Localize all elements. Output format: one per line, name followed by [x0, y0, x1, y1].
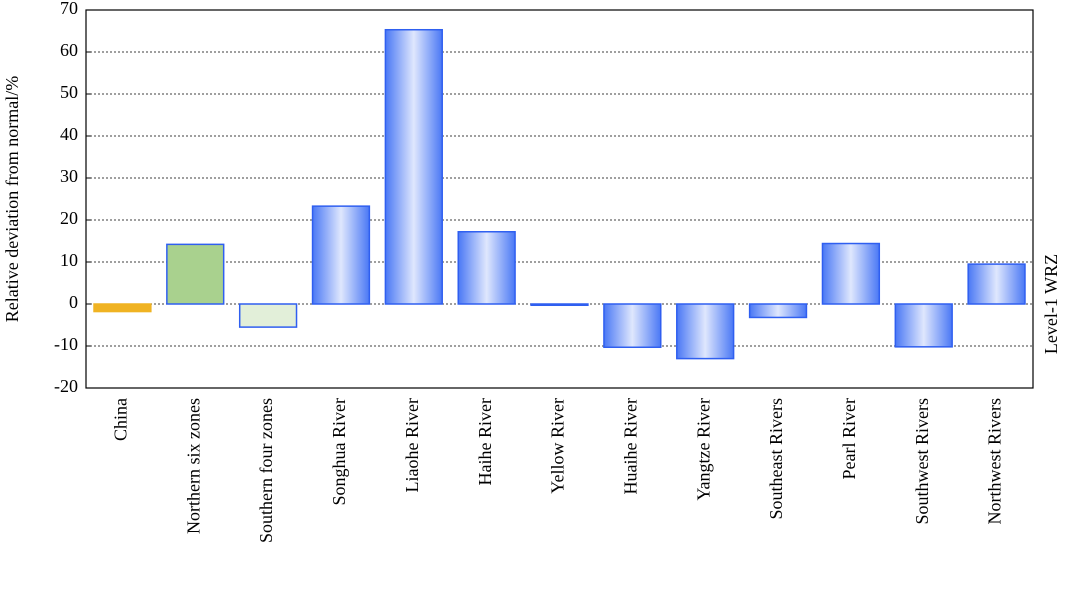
- y-tick-label: 10: [60, 250, 78, 270]
- bar: [530, 303, 589, 307]
- y-tick-label: 60: [60, 40, 78, 60]
- bar: [311, 205, 371, 305]
- bar: [93, 303, 152, 313]
- y-tick-label: 30: [60, 166, 78, 186]
- y-tick-label: 70: [60, 0, 78, 18]
- bar: [384, 28, 443, 305]
- bar: [748, 303, 808, 319]
- x-tick-label: Yellow River: [548, 398, 568, 494]
- x-tick-label: Yangtze River: [693, 398, 713, 501]
- x-tick-label: Southeast Rivers: [766, 398, 786, 520]
- y-tick-label: 50: [60, 82, 78, 102]
- y-tick-label: 40: [60, 124, 78, 144]
- x-tick-label: Huaihe River: [620, 398, 640, 494]
- bar: [967, 263, 1026, 305]
- plot-frame: [85, 9, 1034, 389]
- bar: [603, 303, 662, 349]
- bar: [238, 303, 298, 328]
- y-tick-label: 20: [60, 208, 78, 228]
- y-tick-label: -20: [54, 376, 78, 396]
- bar: [821, 242, 881, 305]
- x-tick-label: Southern four zones: [256, 398, 276, 543]
- y-tick-label: -10: [54, 334, 78, 354]
- bar: [166, 243, 225, 305]
- right-label: Level-1 WRZ: [1041, 254, 1061, 354]
- bar: [676, 303, 735, 360]
- x-tick-label: Southwest Rivers: [912, 398, 932, 525]
- bar: [457, 231, 516, 305]
- x-tick-label: Northwest Rivers: [985, 398, 1005, 524]
- x-tick-label: Haihe River: [475, 398, 495, 485]
- y-tick-label: 0: [69, 292, 78, 312]
- x-tick-label: Pearl River: [839, 398, 859, 479]
- bar: [894, 303, 953, 348]
- x-tick-label: China: [111, 398, 131, 441]
- x-tick-label: Songhua River: [329, 398, 349, 506]
- y-axis-label: Relative deviation from normal/%: [2, 76, 22, 322]
- x-tick-label: Liaohe River: [402, 398, 422, 492]
- x-tick-label: Northern six zones: [183, 398, 203, 534]
